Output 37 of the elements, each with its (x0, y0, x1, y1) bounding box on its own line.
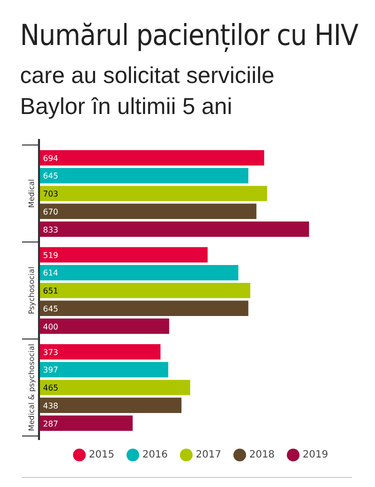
data-label: 833 (43, 225, 58, 234)
data-label: 465 (43, 384, 58, 393)
data-label: 645 (43, 304, 58, 314)
bar (40, 168, 248, 184)
bar (40, 362, 168, 378)
data-label: 519 (43, 250, 58, 260)
bar (40, 300, 248, 316)
data-label: 670 (43, 207, 58, 216)
bar (40, 186, 268, 202)
bar (40, 398, 182, 414)
bar (40, 344, 160, 360)
bar (40, 150, 264, 166)
bar (40, 318, 170, 334)
data-label: 397 (43, 366, 58, 375)
bar (40, 282, 250, 298)
bar (40, 204, 256, 220)
legend-label: 2018 (249, 450, 275, 461)
data-label: 400 (43, 322, 58, 332)
legend-label: 2015 (88, 450, 114, 461)
legend-label: 2016 (142, 450, 168, 461)
bar (40, 416, 133, 431)
bar (40, 247, 208, 262)
data-label: 287 (43, 419, 58, 428)
data-label: 438 (43, 401, 58, 410)
chart-subtitle: care au solicitat serviciile Baylor în ultimii 5 ani (20, 61, 276, 121)
data-label: 651 (43, 286, 58, 296)
data-label: 645 (43, 172, 58, 181)
bar (40, 380, 190, 396)
chart-title: Numărul pacienților cu HIV (20, 18, 358, 52)
bar (40, 264, 238, 280)
data-label: 373 (43, 348, 58, 357)
bar (40, 222, 310, 237)
data-label: 614 (43, 268, 58, 278)
data-label: 703 (43, 190, 58, 199)
data-label: 694 (43, 154, 58, 163)
legend-label: 2019 (302, 450, 328, 461)
legend-label: 2017 (196, 450, 222, 461)
